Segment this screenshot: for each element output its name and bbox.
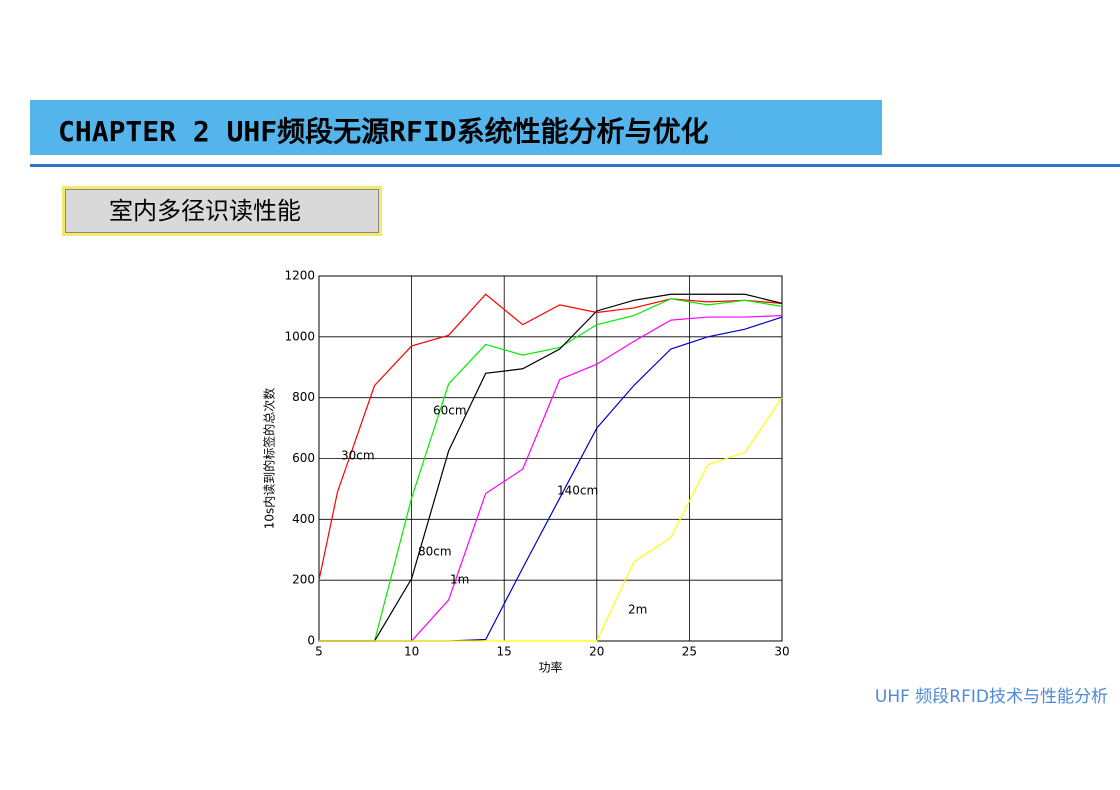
y-tick-label: 1200 xyxy=(284,269,315,283)
y-tick-label: 800 xyxy=(292,390,315,404)
y-tick-label: 0 xyxy=(307,634,315,648)
title-bar: CHAPTER 2 UHF频段无源RFID系统性能分析与优化 xyxy=(30,100,882,155)
series-label: 60cm xyxy=(433,404,467,418)
series-line xyxy=(319,293,783,642)
x-axis-label: 功率 xyxy=(538,660,562,675)
series-label: 80cm xyxy=(418,545,452,559)
y-tick-label: 400 xyxy=(292,512,315,526)
x-tick-label: 5 xyxy=(315,645,323,659)
x-tick-label: 10 xyxy=(404,645,419,659)
series-label: 30cm xyxy=(341,449,375,463)
y-tick-label: 200 xyxy=(292,573,315,587)
y-axis-label: 10s内读到的标签的总次数 xyxy=(262,388,277,530)
x-tick-label: 30 xyxy=(774,645,789,659)
series-label: 1m xyxy=(450,573,469,587)
series-label: 140cm xyxy=(557,484,598,498)
section-label: 室内多径识读性能 xyxy=(62,186,382,236)
y-tick-label: 1000 xyxy=(284,329,315,343)
slide-title: CHAPTER 2 UHF频段无源RFID系统性能分析与优化 xyxy=(58,115,709,148)
y-tick-label: 600 xyxy=(292,451,315,465)
x-tick-label: 15 xyxy=(497,645,512,659)
x-tick-label: 25 xyxy=(682,645,697,659)
series-label: 2m xyxy=(628,603,647,617)
footer: UHF 频段RFID技术与性能分析 xyxy=(874,687,1108,707)
series-line xyxy=(318,293,783,581)
series-line xyxy=(319,298,783,642)
series-line xyxy=(319,397,783,642)
divider xyxy=(30,164,1120,167)
x-tick-label: 20 xyxy=(589,645,604,659)
